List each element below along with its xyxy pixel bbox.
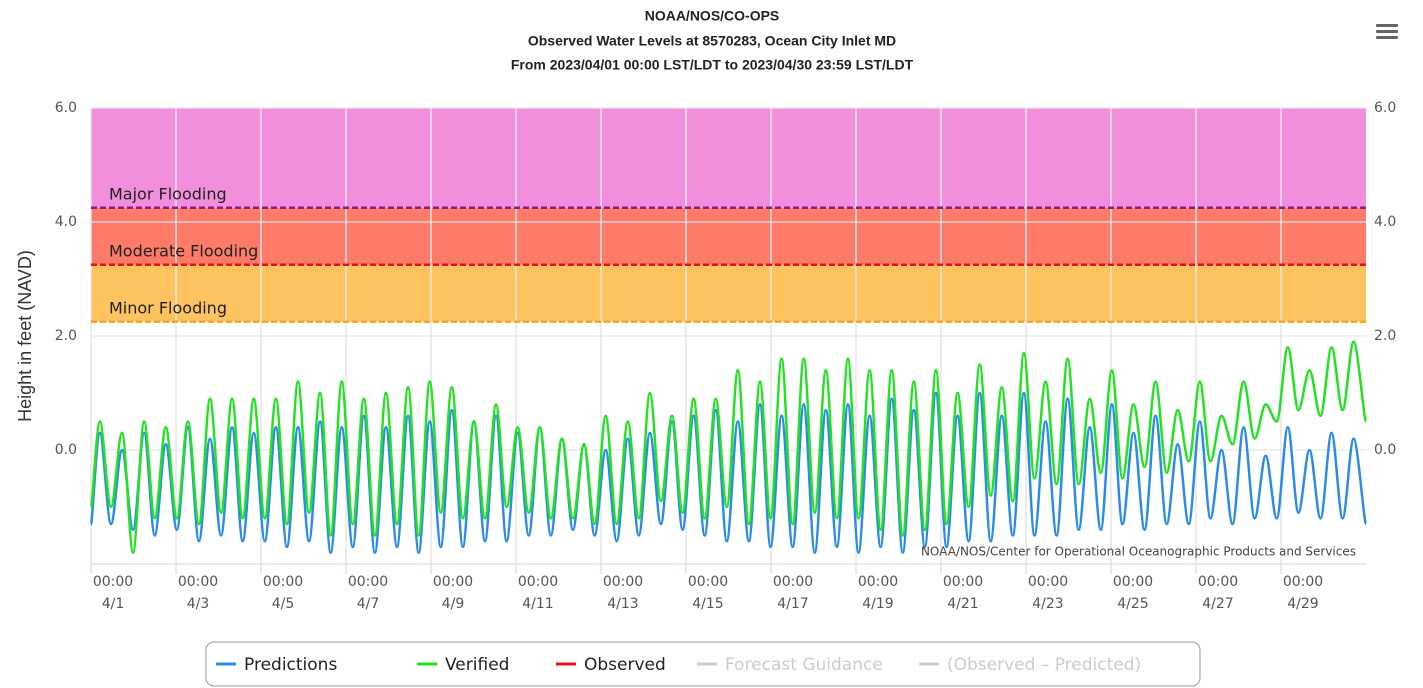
legend: Predictions Verified Observed Forecast Guid… (216, 655, 1141, 675)
flood-label: Major Flooding (109, 184, 227, 203)
chart-title: NOAA/NOS/CO-OPS (645, 8, 780, 24)
x-tick-time: 00:00 (178, 574, 218, 590)
x-tick-time: 00:00 (1113, 574, 1153, 590)
x-tick-label: 4/7 (357, 596, 380, 612)
x-tick-time: 00:00 (603, 574, 643, 590)
legend-label[interactable]: (Observed – Predicted) (947, 655, 1141, 675)
y-axis-title: Height in feet (NAVD) (15, 250, 35, 422)
y2-tick-label: 6.0 (1374, 100, 1396, 116)
flood-label: Minor Flooding (109, 298, 227, 317)
x-tick-time: 00:00 (1283, 574, 1323, 590)
y2-tick-label: 2.0 (1374, 328, 1396, 344)
legend-label[interactable]: Observed (584, 655, 666, 675)
x-tick-label: 4/3 (187, 596, 210, 612)
y2-tick-label: 0.0 (1374, 442, 1396, 458)
x-tick-time: 00:00 (858, 574, 898, 590)
x-tick-label: 4/27 (1202, 596, 1233, 612)
y2-tick-label: 4.0 (1374, 214, 1396, 230)
x-tick-label: 4/15 (692, 596, 723, 612)
menu-button[interactable] (1376, 24, 1398, 39)
menu-bar[interactable] (1376, 30, 1398, 33)
x-tick-time: 00:00 (518, 574, 558, 590)
flood-band (91, 264, 1366, 322)
y-tick-label: 6.0 (55, 100, 77, 116)
plot-area: 00:00 4/1 00:00 4/3 00:00 4/5 00:00 4/7 00:00 4/9… (55, 100, 1397, 612)
y-tick-label: 2.0 (55, 328, 77, 344)
credit: NOAA/NOS/Center for Operational Oceanogr… (921, 545, 1356, 559)
y-tick-label: 0.0 (55, 442, 77, 458)
legend-label[interactable]: Predictions (244, 655, 337, 675)
x-tick-label: 4/29 (1287, 596, 1318, 612)
x-tick-time: 00:00 (773, 574, 813, 590)
x-tick-time: 00:00 (93, 574, 133, 590)
legend-label[interactable]: Verified (445, 655, 509, 675)
x-tick-time: 00:00 (348, 574, 388, 590)
x-tick-time: 00:00 (943, 574, 983, 590)
chart-subtitle: Observed Water Levels at 8570283, Ocean … (528, 33, 896, 49)
series-line (89, 391, 1368, 554)
x-tick-time: 00:00 (263, 574, 303, 590)
menu-bar[interactable] (1376, 24, 1398, 27)
x-tick-time: 00:00 (433, 574, 473, 590)
x-tick-label: 4/11 (522, 596, 553, 612)
flood-band (91, 207, 1366, 265)
x-tick-label: 4/19 (862, 596, 893, 612)
x-tick-time: 00:00 (688, 574, 728, 590)
series-line (89, 340, 1368, 554)
x-tick-time: 00:00 (1198, 574, 1238, 590)
legend-label[interactable]: Forecast Guidance (725, 655, 883, 675)
x-tick-label: 4/1 (102, 596, 125, 612)
x-tick-label: 4/5 (272, 596, 295, 612)
x-tick-time: 00:00 (1028, 574, 1068, 590)
x-tick-label: 4/17 (777, 596, 808, 612)
flood-band (91, 108, 1366, 208)
y-tick-label: 4.0 (55, 214, 77, 230)
menu-bar[interactable] (1376, 36, 1398, 39)
x-tick-label: 4/13 (607, 596, 638, 612)
x-tick-label: 4/25 (1117, 596, 1148, 612)
x-tick-label: 4/21 (947, 596, 978, 612)
x-tick-label: 4/9 (442, 596, 465, 612)
flood-label: Moderate Flooding (109, 241, 258, 260)
chart-subtitle: From 2023/04/01 00:00 LST/LDT to 2023/04… (511, 57, 914, 73)
x-tick-label: 4/23 (1032, 596, 1063, 612)
